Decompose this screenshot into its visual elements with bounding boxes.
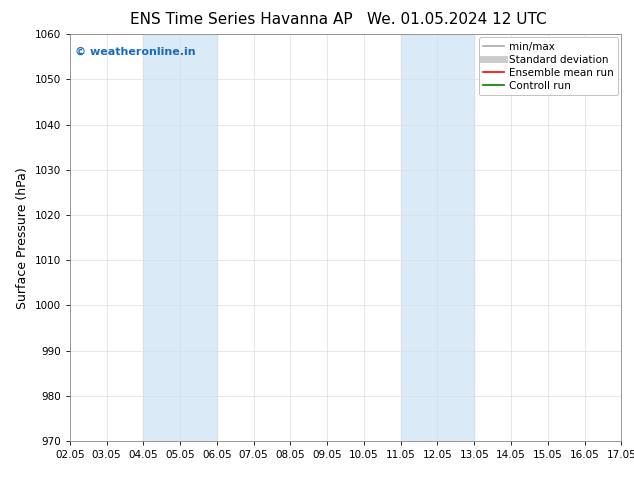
Text: We. 01.05.2024 12 UTC: We. 01.05.2024 12 UTC xyxy=(366,12,547,27)
Text: © weatheronline.in: © weatheronline.in xyxy=(75,47,196,56)
Bar xyxy=(143,34,217,441)
Y-axis label: Surface Pressure (hPa): Surface Pressure (hPa) xyxy=(16,167,29,309)
Text: ENS Time Series Havanna AP: ENS Time Series Havanna AP xyxy=(129,12,353,27)
Bar xyxy=(401,34,474,441)
Legend: min/max, Standard deviation, Ensemble mean run, Controll run: min/max, Standard deviation, Ensemble me… xyxy=(479,37,618,95)
